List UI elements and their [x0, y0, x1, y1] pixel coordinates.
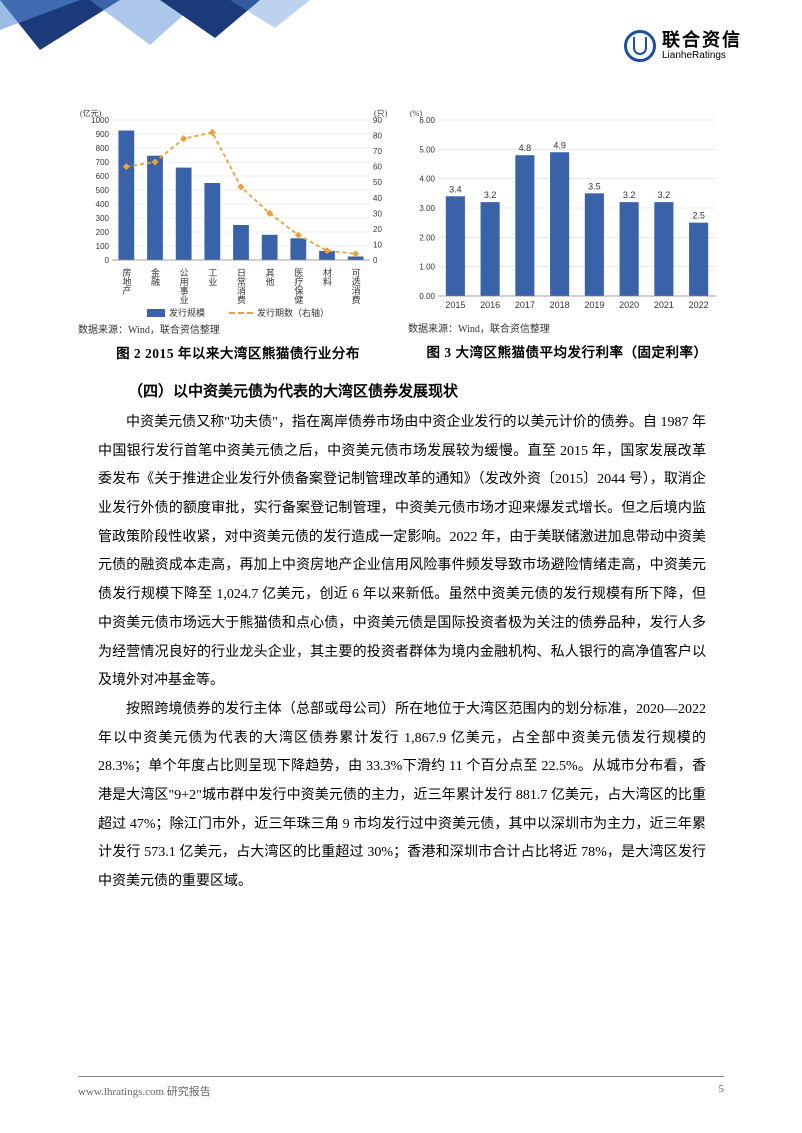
logo: 联合资信 LianheRatings — [624, 30, 742, 62]
svg-text:3.2: 3.2 — [658, 190, 671, 200]
svg-text:60: 60 — [373, 163, 382, 172]
svg-text:0: 0 — [373, 256, 378, 265]
chart-2-source: 数据来源：Wind，联合资信整理 — [408, 320, 726, 335]
svg-text:2017: 2017 — [515, 300, 535, 310]
svg-text:0: 0 — [105, 256, 110, 265]
svg-text:0.00: 0.00 — [419, 292, 435, 301]
svg-text:50: 50 — [373, 178, 382, 187]
svg-text:2016: 2016 — [480, 300, 500, 310]
logo-en: LianheRatings — [662, 50, 742, 61]
svg-text:(只): (只) — [374, 109, 388, 118]
svg-text:10: 10 — [373, 240, 382, 249]
charts-container: 0100200300400500600700800900100001020304… — [78, 106, 726, 362]
svg-text:2020: 2020 — [619, 300, 639, 310]
svg-text:金融: 金融 — [150, 267, 160, 287]
page-footer: www.lhratings.com 研究报告 5 — [78, 1076, 724, 1099]
svg-text:4.00: 4.00 — [419, 175, 435, 184]
svg-text:700: 700 — [96, 158, 110, 167]
svg-text:(亿元): (亿元) — [80, 108, 102, 118]
svg-text:40: 40 — [373, 194, 382, 203]
svg-text:2.00: 2.00 — [419, 233, 435, 242]
svg-text:3.2: 3.2 — [623, 190, 636, 200]
svg-text:3.2: 3.2 — [484, 190, 497, 200]
svg-text:可选消费: 可选消费 — [351, 268, 361, 305]
svg-text:其他: 其他 — [265, 268, 275, 287]
svg-text:2022: 2022 — [689, 300, 709, 310]
svg-text:500: 500 — [96, 186, 110, 195]
svg-text:70: 70 — [373, 147, 382, 156]
svg-text:医疗保健: 医疗保健 — [293, 268, 303, 305]
svg-text:4.8: 4.8 — [519, 143, 532, 153]
chart-2: 0.001.002.003.004.005.006.00(%)3.420153.… — [408, 106, 726, 362]
svg-text:200: 200 — [96, 228, 110, 237]
svg-text:300: 300 — [96, 214, 110, 223]
svg-text:100: 100 — [96, 242, 110, 251]
chart-1-source: 数据来源：Wind，联合资信整理 — [78, 321, 398, 336]
svg-text:2.5: 2.5 — [692, 211, 705, 221]
paragraph-1: 中资美元债又称"功夫债"，指在离岸债券市场由中资企业发行的以美元计价的债券。自 … — [98, 409, 706, 696]
svg-text:2019: 2019 — [584, 300, 604, 310]
chart-1-svg: 0100200300400500600700800900100001020304… — [78, 106, 398, 306]
chart-1: 0100200300400500600700800900100001020304… — [78, 106, 398, 362]
section-title: （四）以中资美元债为代表的大湾区债券发展现状 — [98, 380, 706, 401]
svg-text:工业: 工业 — [207, 268, 217, 286]
body-content: （四）以中资美元债为代表的大湾区债券发展现状 中资美元债又称"功夫债"，指在离岸… — [98, 380, 706, 897]
svg-text:30: 30 — [373, 209, 382, 218]
svg-text:900: 900 — [96, 130, 110, 139]
logo-cn: 联合资信 — [662, 31, 742, 51]
svg-text:800: 800 — [96, 144, 110, 153]
chart-1-legend: 发行规模 发行期数（右轴） — [78, 306, 398, 319]
legend-bar-label: 发行规模 — [169, 306, 205, 319]
svg-text:5.00: 5.00 — [419, 145, 435, 154]
logo-mark — [624, 30, 656, 62]
svg-text:日常消费: 日常消费 — [236, 268, 246, 305]
svg-text:1.00: 1.00 — [419, 263, 435, 272]
svg-text:4.9: 4.9 — [553, 140, 566, 150]
svg-text:400: 400 — [96, 200, 110, 209]
svg-text:房地产: 房地产 — [121, 267, 131, 296]
svg-text:600: 600 — [96, 172, 110, 181]
svg-text:2018: 2018 — [550, 300, 570, 310]
svg-text:2015: 2015 — [445, 300, 465, 310]
chart-2-caption: 图 3 大湾区熊猫债平均发行利率（固定利率） — [408, 341, 726, 361]
chart-1-caption: 图 2 2015 年以来大湾区熊猫债行业分布 — [78, 342, 398, 362]
footer-left: www.lhratings.com 研究报告 — [78, 1083, 211, 1099]
svg-text:80: 80 — [373, 132, 382, 141]
svg-text:3.00: 3.00 — [419, 204, 435, 213]
svg-text:3.5: 3.5 — [588, 181, 601, 191]
footer-page-number: 5 — [719, 1083, 725, 1099]
svg-text:3.4: 3.4 — [449, 184, 462, 194]
svg-text:20: 20 — [373, 225, 382, 234]
legend-line-label: 发行期数（右轴） — [257, 306, 329, 319]
svg-text:材料: 材料 — [322, 267, 332, 287]
svg-text:(%): (%) — [410, 109, 422, 118]
svg-text:2021: 2021 — [654, 300, 674, 310]
chart-2-svg: 0.001.002.003.004.005.006.00(%)3.420153.… — [408, 106, 726, 318]
svg-text:公用事业: 公用事业 — [179, 268, 189, 304]
paragraph-2: 按照跨境债券的发行主体（总部或母公司）所在地位于大湾区范围内的划分标准，2020… — [98, 696, 706, 897]
